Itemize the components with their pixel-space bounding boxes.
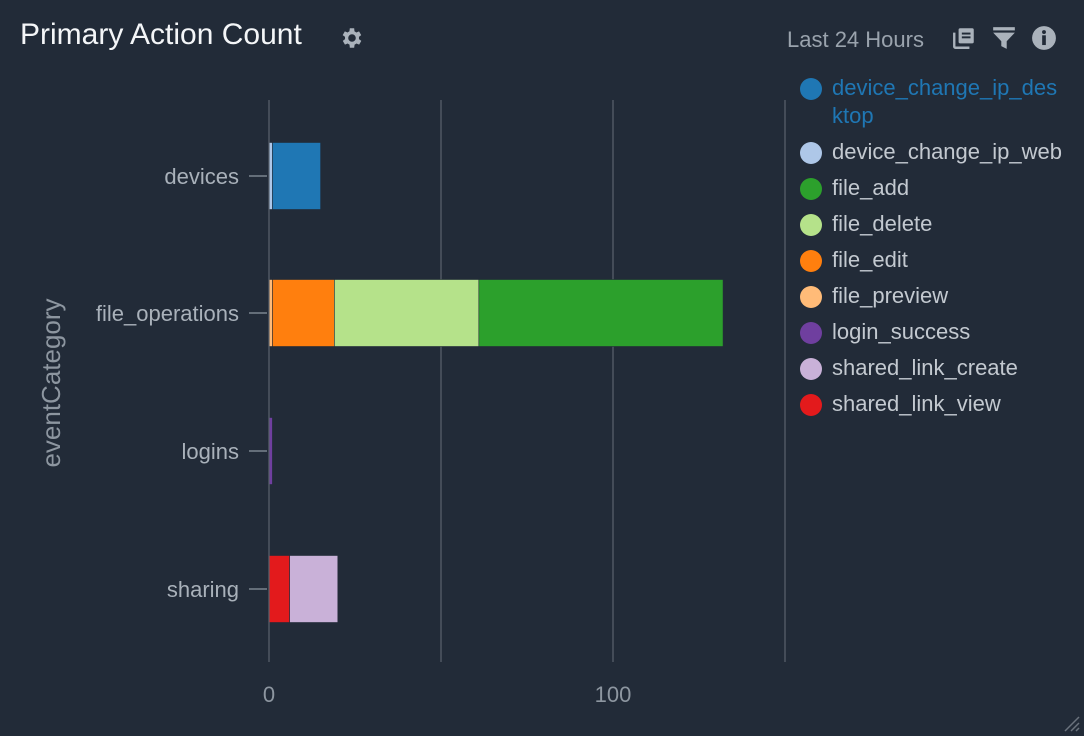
legend-swatch	[800, 250, 822, 272]
legend-item-shared_link_create[interactable]: shared_link_create	[800, 354, 1064, 382]
x-tick-label: 100	[595, 682, 632, 707]
legend-label: file_add	[832, 175, 910, 200]
x-tick-label: 0	[263, 682, 275, 707]
bars	[268, 142, 724, 623]
legend-label: device_change_ip_web	[832, 139, 1062, 164]
legend-item-file_add[interactable]: file_add	[800, 174, 1064, 202]
resize-handle-icon[interactable]	[1060, 712, 1080, 732]
bar-file_operations-file_delete[interactable]	[334, 279, 480, 347]
legend-swatch	[800, 394, 822, 416]
y-axis-label: eventCategory	[36, 298, 66, 467]
y-tick-label: logins	[182, 439, 239, 464]
y-tick-label: sharing	[167, 577, 239, 602]
bar-devices-device_change_ip_desktop[interactable]	[272, 142, 321, 210]
gridlines	[440, 100, 786, 662]
legend-label: shared_link_create	[832, 355, 1018, 380]
legend-swatch	[800, 214, 822, 236]
legend-item-file_delete[interactable]: file_delete	[800, 210, 1064, 238]
legend-label: login_success	[832, 319, 971, 344]
legend-label: file_delete	[832, 211, 933, 236]
legend-item-shared_link_view[interactable]: shared_link_view	[800, 390, 1064, 418]
copy-icon[interactable]	[951, 25, 977, 51]
info-icon[interactable]	[1031, 25, 1057, 51]
legend-swatch	[800, 142, 822, 164]
legend-swatch	[800, 286, 822, 308]
legend-swatch	[800, 358, 822, 380]
legend-swatch	[800, 178, 822, 200]
panel-title: Primary Action Count	[20, 18, 302, 51]
legend-label: device_change_ip_desktop	[832, 75, 1058, 128]
legend-label: file_edit	[832, 247, 908, 272]
legend-swatch	[800, 78, 822, 100]
bar-sharing-shared_link_create[interactable]	[289, 555, 339, 623]
time-range-label[interactable]: Last 24 Hours	[787, 27, 924, 52]
y-tick-label: file_operations	[96, 301, 239, 326]
legend-item-device_change_ip_web[interactable]: device_change_ip_web	[800, 138, 1064, 166]
legend-label: file_preview	[832, 283, 949, 308]
filter-icon[interactable]	[991, 25, 1017, 51]
gear-icon[interactable]	[339, 25, 365, 51]
bar-file_operations-file_add[interactable]	[478, 279, 724, 347]
panel-header: Primary Action Count Last 24 Hours	[0, 0, 1084, 76]
legend-item-login_success[interactable]: login_success	[800, 318, 1064, 346]
legend-item-device_change_ip_desktop[interactable]: device_change_ip_desktop	[800, 74, 1064, 130]
y-tick-label: devices	[164, 164, 239, 189]
legend-item-file_preview[interactable]: file_preview	[800, 282, 1064, 310]
chart-legend: device_change_ip_desktop device_change_ip…	[800, 74, 1064, 426]
legend-item-file_edit[interactable]: file_edit	[800, 246, 1064, 274]
bar-file_operations-file_edit[interactable]	[272, 279, 335, 347]
legend-label: shared_link_view	[832, 391, 1001, 416]
bar-sharing-shared_link_view[interactable]	[268, 555, 290, 623]
legend-swatch	[800, 322, 822, 344]
